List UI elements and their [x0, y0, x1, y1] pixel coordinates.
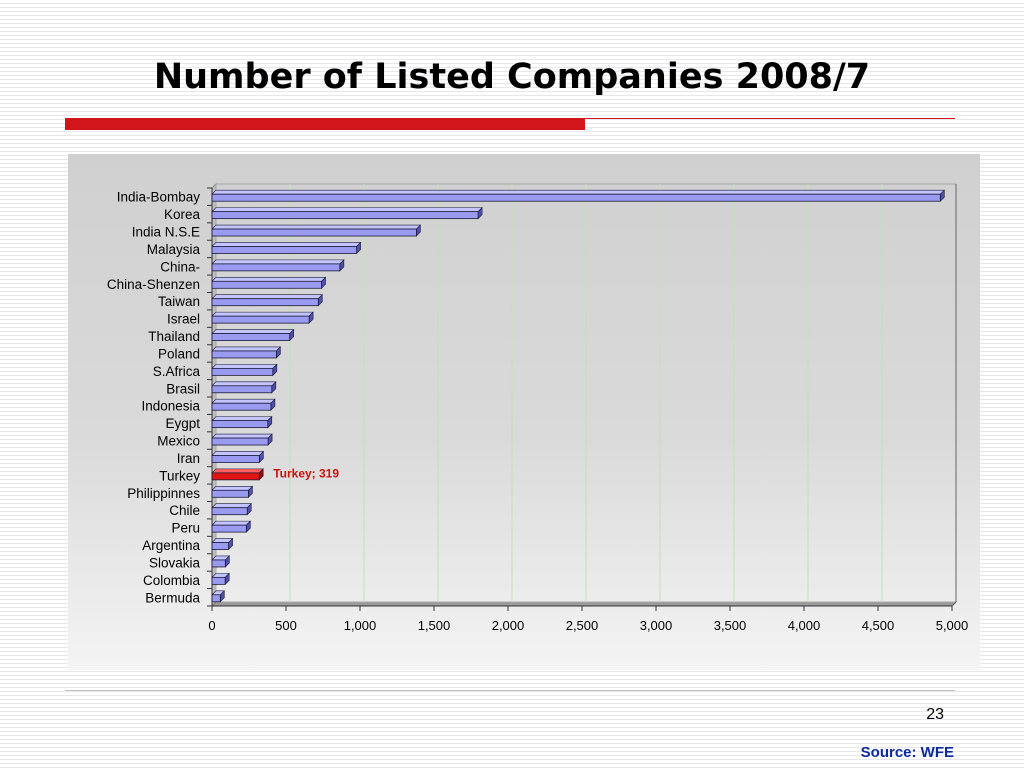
category-label: Peru	[171, 521, 200, 536]
x-tick-label: 2,000	[492, 618, 525, 633]
category-label: Taiwan	[158, 294, 200, 309]
bar-top-face	[211, 485, 254, 491]
bar	[211, 594, 221, 603]
bar-top-face	[211, 329, 295, 334]
bar	[211, 298, 319, 307]
x-tick-label: 0	[208, 618, 215, 633]
bar	[211, 246, 357, 254]
category-label: Poland	[158, 346, 200, 361]
x-tick-label: 2,500	[566, 618, 599, 633]
bar	[211, 472, 260, 481]
bar	[211, 350, 277, 359]
bar-top-face	[211, 398, 276, 404]
bar	[211, 455, 260, 463]
bar-top-face	[211, 207, 483, 212]
x-tick-label: 1,500	[418, 618, 451, 633]
bar-top-face	[211, 433, 273, 439]
category-label: Chile	[169, 503, 200, 518]
category-label: Argentina	[142, 538, 200, 553]
highlight-data-label: Turkey; 319	[273, 466, 339, 480]
title-rule-thin	[65, 118, 955, 119]
bar	[211, 385, 273, 394]
category-label: India N.S.E	[132, 225, 200, 240]
category-label: Bermuda	[145, 590, 200, 605]
bar-top-face	[211, 520, 252, 526]
category-label: Colombia	[143, 573, 201, 588]
axis-floor	[210, 601, 958, 607]
bar	[211, 280, 322, 289]
bar-top-face	[211, 364, 278, 369]
x-tick-label: 3,000	[640, 618, 673, 633]
x-tick-label: 500	[275, 618, 297, 633]
category-label: Philippinnes	[127, 486, 200, 501]
category-label: China-	[160, 259, 200, 274]
x-tick-label: 4,000	[788, 618, 821, 633]
x-tick-label: 1,000	[344, 618, 377, 633]
bar-top-face	[211, 451, 265, 456]
bar-top-face	[211, 503, 252, 509]
bar-top-face	[211, 224, 422, 230]
bar-chart: 0 500 1,000 1,500 2,000 2,500 3,000 3,500 4,000 4…	[107, 182, 969, 633]
bar	[211, 576, 226, 585]
bar-top-face	[211, 276, 327, 282]
bottom-rule	[65, 690, 955, 691]
chart-panel: 0 500 1,000 1,500 2,000 2,500 3,000 3,500 4,000 4…	[68, 154, 980, 670]
bar-top-face	[211, 346, 282, 352]
bar-top-face	[211, 294, 323, 300]
category-label: Indonesia	[141, 399, 200, 414]
slide-title: Number of Listed Companies 2008/7	[153, 57, 871, 97]
category-label: Israel	[167, 312, 200, 327]
page-number: 23	[926, 706, 944, 723]
x-tick-label: 5,000	[936, 618, 969, 633]
bar	[211, 437, 269, 446]
bar	[211, 559, 226, 568]
category-label: S.Africa	[153, 364, 201, 379]
title-rule-thick	[65, 119, 585, 130]
category-label: India-Bombay	[117, 190, 201, 205]
bar-top-face	[211, 311, 314, 317]
bar	[211, 367, 274, 376]
category-label: Malaysia	[147, 242, 201, 257]
bar	[211, 315, 310, 324]
x-tick-label: 3,500	[714, 618, 747, 633]
bar-top-face	[211, 189, 946, 195]
x-tick-label: 4,500	[862, 618, 895, 633]
bar	[211, 193, 941, 202]
bar-top-face	[211, 259, 345, 265]
category-label: China-Shenzen	[107, 277, 200, 292]
bar	[211, 228, 417, 237]
category-label: Eygpt	[165, 416, 200, 431]
bar	[211, 402, 272, 411]
bar	[211, 333, 291, 341]
plot-corner-edge	[951, 601, 957, 607]
category-label: Turkey	[159, 468, 200, 483]
category-label: Korea	[164, 207, 201, 222]
bar	[211, 542, 229, 550]
bar-top-face	[211, 381, 277, 387]
category-label: Iran	[177, 451, 200, 466]
bar-top-face	[211, 416, 273, 421]
bar	[211, 507, 248, 516]
bar	[211, 489, 249, 498]
bar	[211, 524, 247, 533]
category-label: Thailand	[148, 329, 200, 344]
category-label: Slovakia	[149, 555, 201, 570]
bar	[211, 211, 479, 220]
category-label: Brasil	[166, 381, 200, 396]
bar	[211, 263, 341, 272]
bar	[211, 420, 269, 429]
bar-top-face	[211, 242, 362, 247]
category-label: Mexico	[157, 434, 200, 449]
bar-top-face	[211, 468, 264, 474]
source-note: Source: WFE	[860, 744, 954, 761]
